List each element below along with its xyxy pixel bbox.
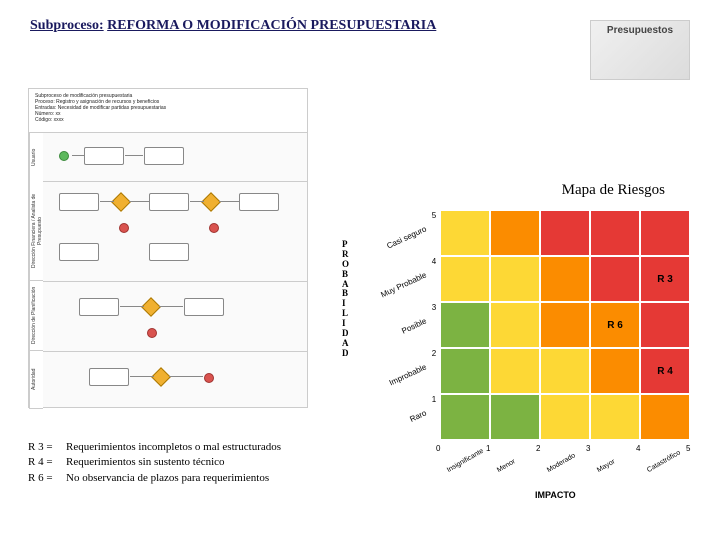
lane-label: Dirección de Planificación [29, 281, 43, 351]
risk-cell: R 6 [590, 302, 640, 348]
y-tick-num: 5 [430, 211, 438, 220]
x-tick-num: 4 [636, 444, 640, 453]
risk-cell [440, 302, 490, 348]
risk-cell: R 4 [640, 348, 690, 394]
risk-cell [640, 394, 690, 440]
lane-label: Autoridad [29, 351, 43, 409]
y-tick-label: Raro [370, 408, 428, 442]
x-tick-label: Mayor [596, 458, 616, 474]
title-main: REFORMA O MODIFICACIÓN PRESUPUESTARIA [107, 18, 436, 33]
title-prefix: Subproceso: [30, 18, 104, 33]
risk-cell [490, 256, 540, 302]
risk-cell [540, 302, 590, 348]
risk-cell [440, 256, 490, 302]
y-tick-num: 3 [430, 303, 438, 312]
legend-row: R 4 =Requerimientos sin sustento técnico [28, 455, 281, 470]
risk-cell [440, 394, 490, 440]
x-axis-title: IMPACTO [535, 490, 576, 500]
x-tick-num: 0 [436, 444, 440, 453]
header-image-label: Presupuestos [607, 25, 673, 36]
y-tick-label: Casi seguro [370, 224, 428, 258]
risk-cell [490, 210, 540, 256]
risk-cell [490, 302, 540, 348]
x-tick-label: Insignificante [446, 448, 485, 474]
x-tick-num: 5 [686, 444, 690, 453]
risk-cell: R 3 [640, 256, 690, 302]
y-tick-num: 2 [430, 349, 438, 358]
risk-cell [540, 394, 590, 440]
y-tick-num: 1 [430, 395, 438, 404]
risk-matrix: PROBABILIDAD Casi seguroMuy ProbablePosi… [350, 210, 700, 500]
risk-legend: R 3 =Requerimientos incompletos o mal es… [28, 440, 281, 486]
x-tick-label: Menor [496, 458, 517, 474]
x-tick-num: 2 [536, 444, 540, 453]
x-tick-label: Moderado [546, 452, 577, 474]
x-tick-num: 1 [486, 444, 490, 453]
lane-label: Dirección Financiera / Analista de Presu… [29, 181, 43, 281]
x-tick-num: 3 [586, 444, 590, 453]
flowchart-header: Subproceso de modificación presupuestari… [29, 89, 307, 133]
y-tick-label: Posible [370, 316, 428, 350]
y-tick-label: Muy Probable [370, 270, 428, 304]
lane-label: Usuario [29, 133, 43, 181]
risk-cell [490, 348, 540, 394]
x-tick-label: Catastrófico [646, 449, 682, 474]
risk-cell [490, 394, 540, 440]
y-tick-num: 4 [430, 257, 438, 266]
risk-cell [440, 210, 490, 256]
risk-cell [590, 394, 640, 440]
risk-cell [440, 348, 490, 394]
risk-cell [590, 210, 640, 256]
legend-row: R 3 =Requerimientos incompletos o mal es… [28, 440, 281, 455]
y-axis-title: PROBABILIDAD [342, 240, 349, 359]
legend-row: R 6 =No observancia de plazos para reque… [28, 471, 281, 486]
risk-cell [640, 210, 690, 256]
header-image: Presupuestos [590, 20, 690, 80]
risk-cell [590, 348, 640, 394]
risk-cell [640, 302, 690, 348]
risk-cell [540, 256, 590, 302]
risk-cell [540, 348, 590, 394]
flowchart-diagram: Subproceso de modificación presupuestari… [28, 88, 308, 408]
risk-cell [540, 210, 590, 256]
risk-cell [590, 256, 640, 302]
y-tick-label: Improbable [370, 362, 428, 396]
risk-map-title: Mapa de Riesgos [562, 182, 665, 199]
